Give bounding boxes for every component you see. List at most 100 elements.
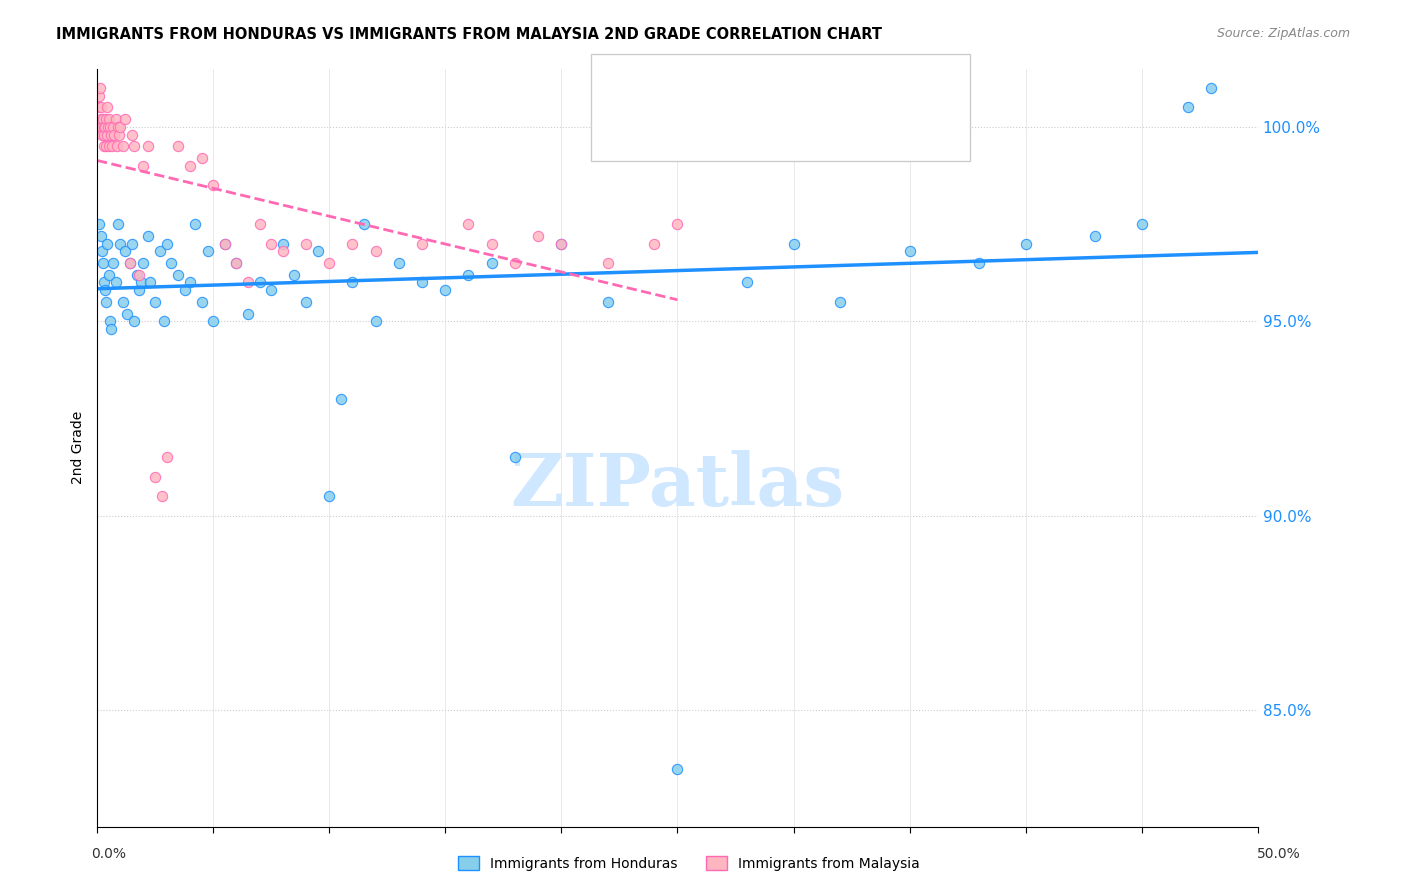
Point	[411, 276, 433, 290]
Point	[1084, 228, 1107, 243]
Point	[225, 256, 247, 270]
Point	[139, 276, 162, 290]
Point	[110, 120, 132, 134]
Point	[388, 256, 411, 270]
Point	[179, 276, 201, 290]
Point	[91, 256, 114, 270]
Point	[190, 151, 212, 165]
Point	[202, 314, 225, 328]
Point	[283, 268, 305, 282]
Point	[249, 217, 271, 231]
Point	[1015, 236, 1038, 251]
Point	[318, 489, 340, 503]
Point	[260, 236, 283, 251]
Point	[457, 268, 479, 282]
Point	[1177, 100, 1199, 114]
Point	[329, 392, 352, 406]
Point	[96, 294, 118, 309]
Point	[93, 128, 115, 142]
Point	[457, 217, 479, 231]
Point	[98, 112, 121, 126]
Text: R = 0.334: R = 0.334	[658, 76, 749, 94]
Point	[132, 256, 155, 270]
Point	[91, 128, 114, 142]
Point	[183, 217, 205, 231]
Point	[167, 139, 190, 153]
Point	[197, 244, 219, 259]
Point	[87, 100, 110, 114]
Point	[364, 314, 387, 328]
Point	[93, 120, 115, 134]
Point	[94, 139, 117, 153]
Y-axis label: 2nd Grade: 2nd Grade	[72, 411, 86, 484]
Point	[101, 139, 124, 153]
Text: N = 72: N = 72	[830, 76, 891, 94]
Point	[503, 256, 526, 270]
Point	[596, 256, 619, 270]
Point	[271, 236, 294, 251]
Point	[91, 112, 114, 126]
Point	[260, 283, 283, 297]
Point	[153, 314, 176, 328]
Point	[90, 112, 112, 126]
Point	[96, 128, 118, 142]
Point	[107, 217, 129, 231]
Point	[167, 268, 190, 282]
Point	[174, 283, 197, 297]
Point	[190, 294, 212, 309]
Point	[90, 120, 112, 134]
Point	[118, 256, 141, 270]
Point	[105, 139, 128, 153]
Point	[89, 217, 111, 231]
Point	[98, 120, 121, 134]
Point	[353, 217, 375, 231]
Point	[129, 276, 152, 290]
Point	[156, 236, 179, 251]
Point	[202, 178, 225, 193]
Point	[342, 236, 364, 251]
Point	[214, 236, 236, 251]
Point	[96, 236, 118, 251]
Point	[434, 283, 457, 297]
Point	[89, 88, 111, 103]
Point	[156, 450, 179, 465]
Point	[94, 283, 117, 297]
Point	[364, 244, 387, 259]
Point	[214, 236, 236, 251]
Point	[967, 256, 990, 270]
Point	[104, 112, 127, 126]
Point	[93, 139, 115, 153]
Point	[89, 228, 111, 243]
Text: R = 0.100: R = 0.100	[658, 120, 748, 138]
Point	[236, 306, 259, 320]
Point	[318, 256, 340, 270]
Point	[143, 470, 166, 484]
Text: N = 63: N = 63	[830, 120, 891, 138]
Point	[782, 236, 804, 251]
Point	[128, 268, 150, 282]
Point	[97, 120, 120, 134]
Point	[122, 314, 145, 328]
Point	[271, 244, 294, 259]
Point	[114, 244, 136, 259]
Point	[735, 276, 758, 290]
Point	[103, 256, 125, 270]
Point	[128, 283, 150, 297]
Point	[236, 276, 259, 290]
Point	[828, 294, 851, 309]
Point	[136, 228, 159, 243]
Point	[118, 256, 141, 270]
Point	[100, 322, 122, 336]
Point	[160, 256, 183, 270]
Point	[104, 276, 127, 290]
Point	[295, 294, 318, 309]
Point	[225, 256, 247, 270]
Point	[93, 276, 115, 290]
Point	[103, 120, 125, 134]
Point	[481, 236, 503, 251]
Point	[103, 128, 125, 142]
Point	[108, 128, 131, 142]
Point	[550, 236, 572, 251]
Point	[342, 276, 364, 290]
Point	[596, 294, 619, 309]
